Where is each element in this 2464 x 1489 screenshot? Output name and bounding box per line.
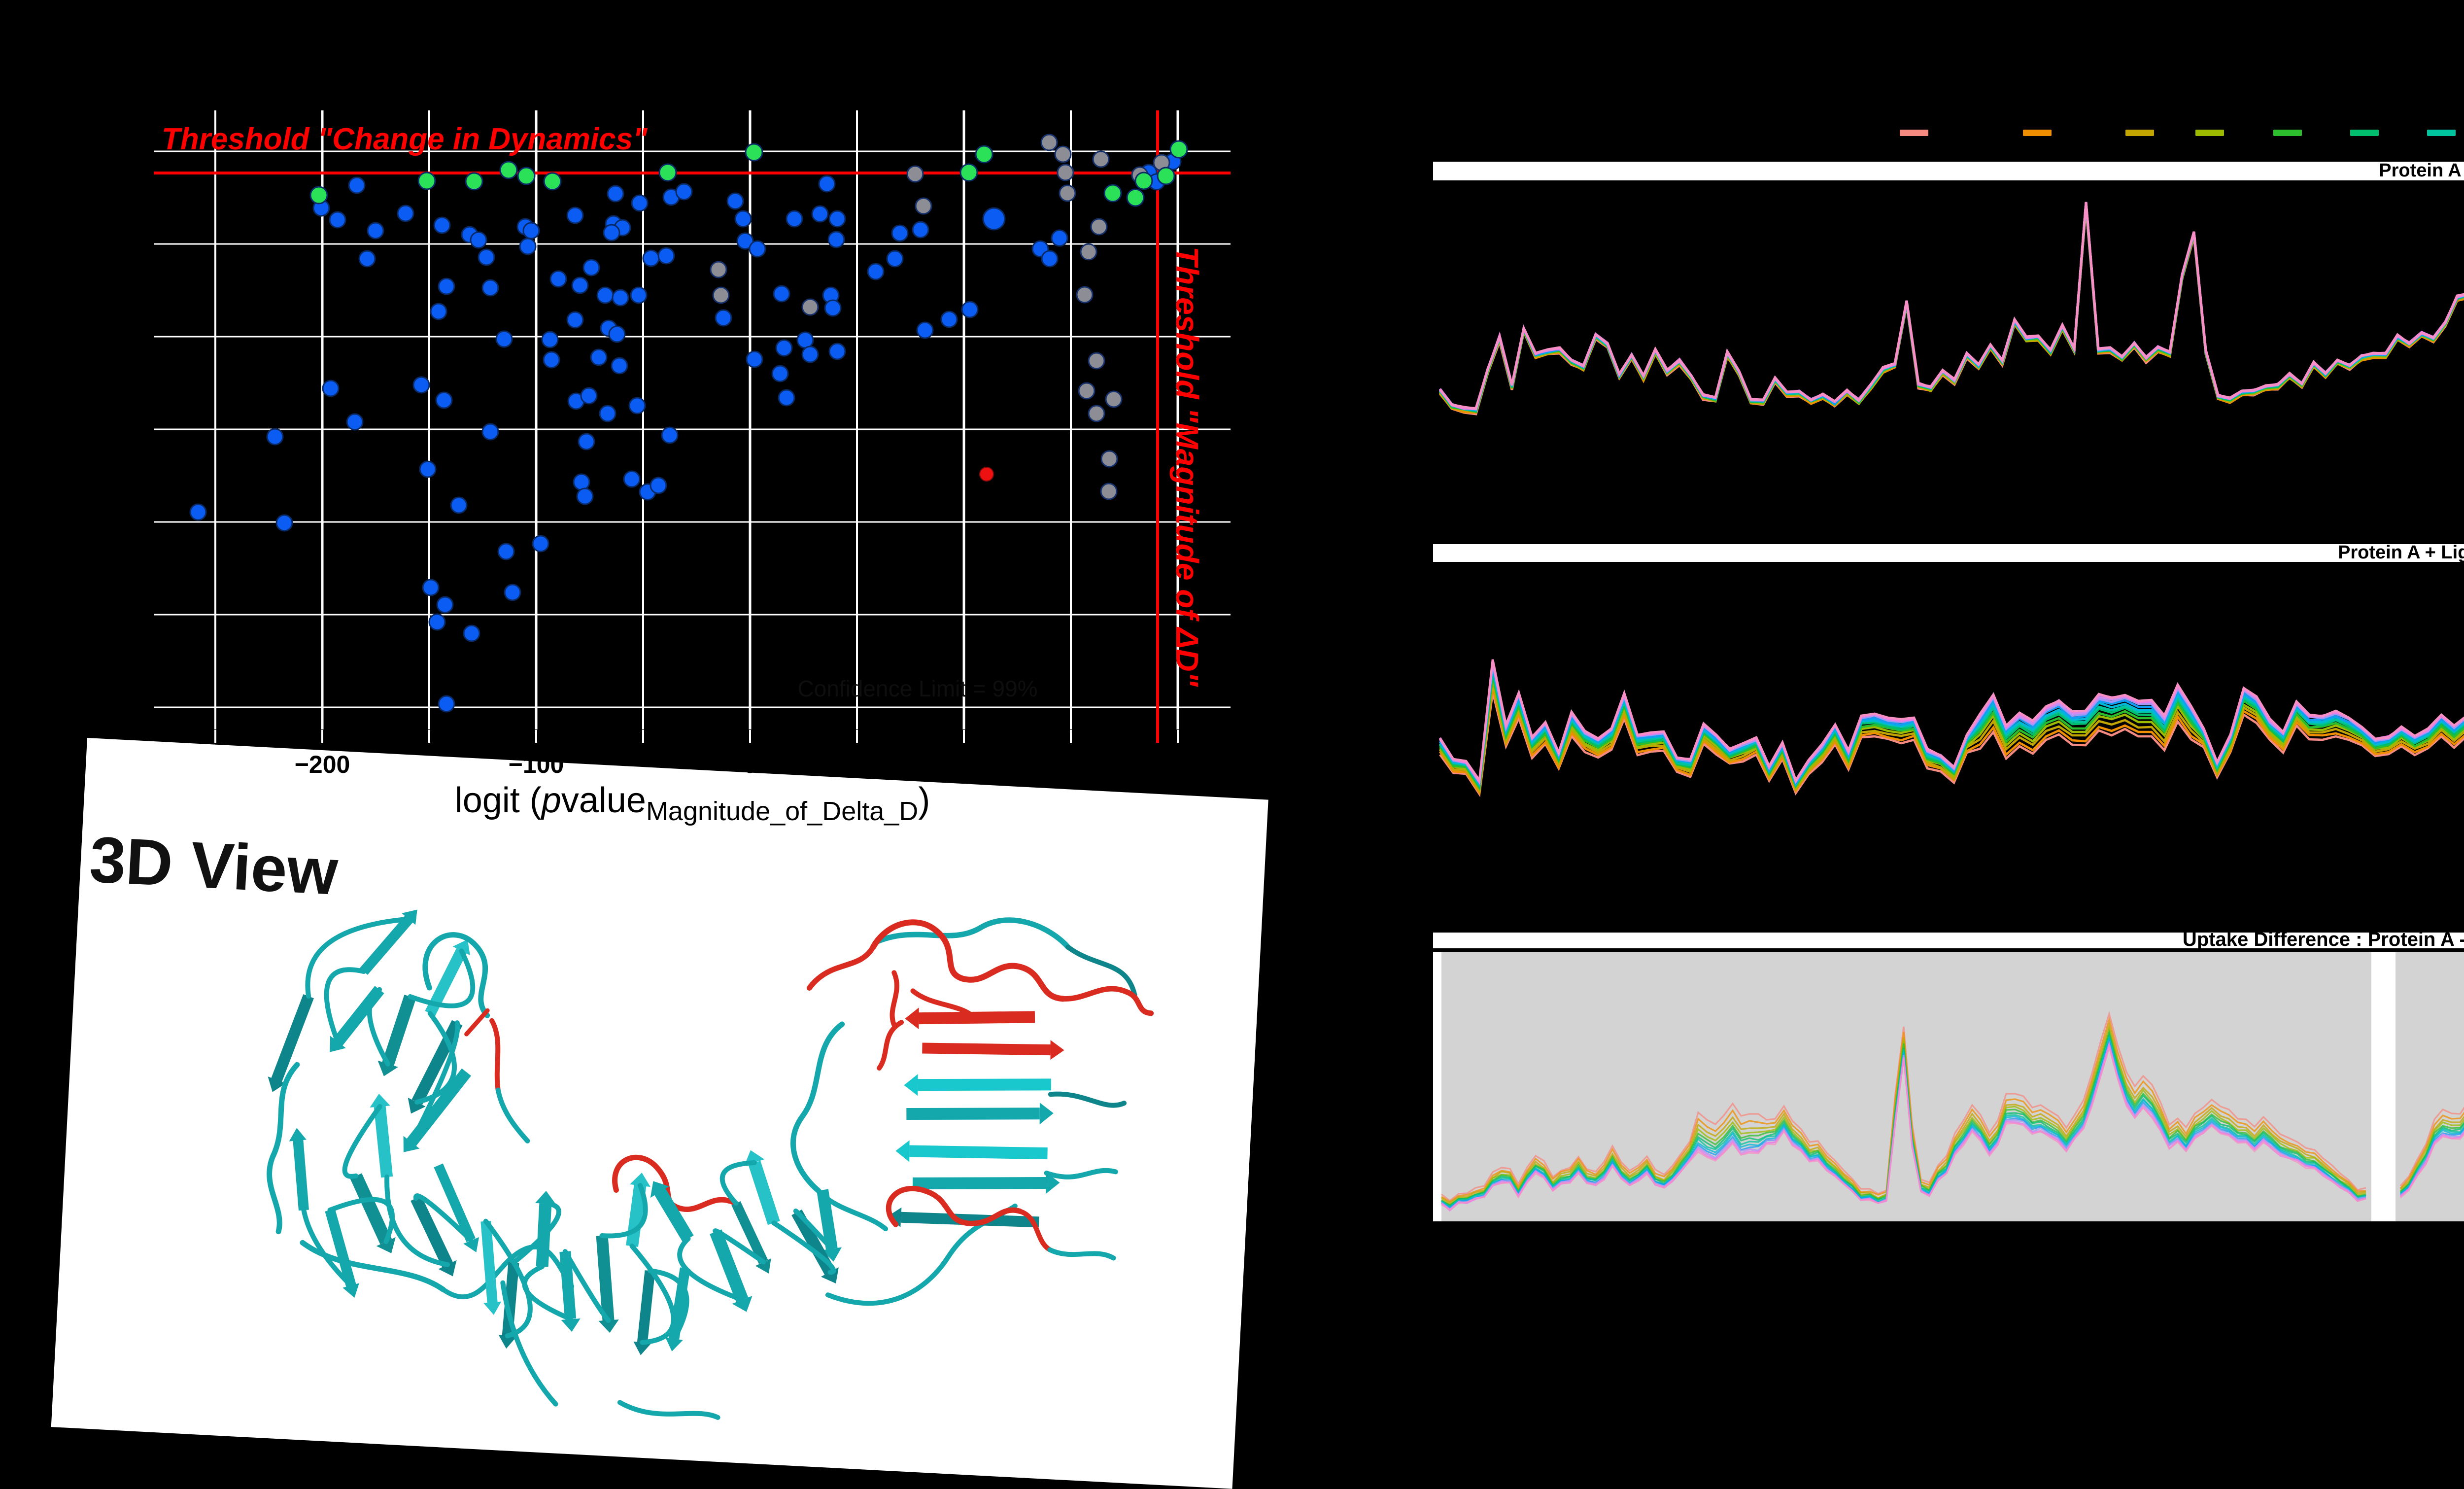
svg-text:Confidence Limit = 99%: Confidence Limit = 99%	[797, 676, 1037, 701]
svg-text:−100: −100	[509, 751, 564, 778]
svg-text:100: 100	[943, 751, 984, 778]
svg-text:0: 0	[743, 751, 757, 778]
svg-text:Threshold "Magnitude of ΔD": Threshold "Magnitude of ΔD"	[1169, 246, 1205, 687]
svg-text:200: 200	[1157, 751, 1198, 778]
svg-text:Protein A: Protein A	[2379, 160, 2462, 181]
svg-text:Uptake Difference : Protein A: Uptake Difference : Protein A - (Protein…	[2183, 929, 2464, 950]
svg-text:Threshold "Change in Dynamics": Threshold "Change in Dynamics"	[162, 122, 648, 156]
svg-text:Protein A + Ligand: Protein A + Ligand	[2338, 542, 2464, 563]
svg-text:−200: −200	[295, 751, 350, 778]
